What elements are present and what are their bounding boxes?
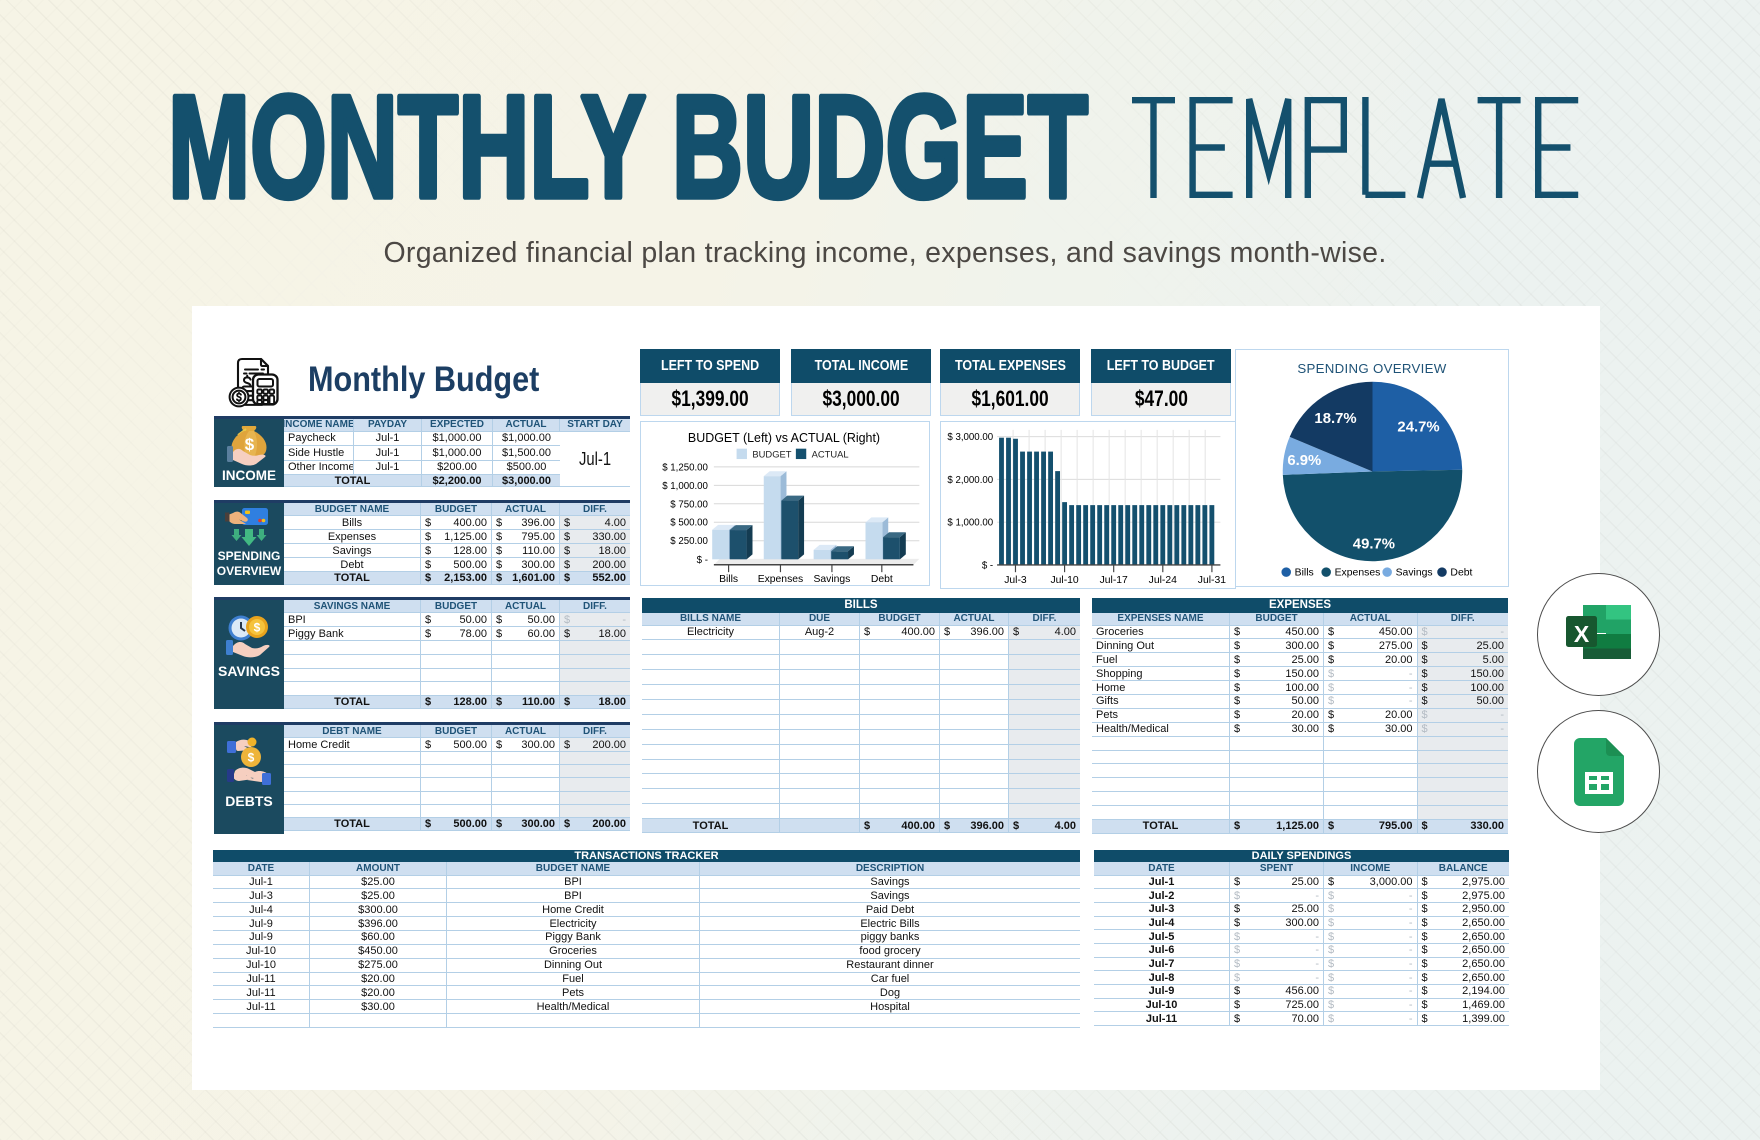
svg-text:Jul-24: Jul-24 (1149, 575, 1177, 586)
svg-text:Jul-10: Jul-10 (1050, 575, 1078, 586)
svg-text:$ 1,000.00: $ 1,000.00 (662, 481, 708, 492)
svg-text:6.9%: 6.9% (1287, 453, 1321, 469)
svg-text:Savings: Savings (813, 574, 850, 585)
svg-text:$: $ (248, 751, 255, 765)
svg-text:49.7%: 49.7% (1353, 536, 1395, 552)
svg-text:Savings: Savings (1396, 568, 1433, 579)
svg-text:BUDGET (Left) vs ACTUAL (Right: BUDGET (Left) vs ACTUAL (Right) (688, 431, 880, 445)
svg-text:Bills: Bills (1295, 568, 1314, 579)
svg-text:MONTHLY BUDGET: MONTHLY BUDGET (168, 65, 1088, 228)
svg-text:X: X (1573, 621, 1589, 647)
svg-text:ACTUAL: ACTUAL (812, 450, 849, 460)
svg-text:Expenses: Expenses (758, 574, 804, 585)
svg-text:Jul-3: Jul-3 (1004, 575, 1027, 586)
svg-text:24.7%: 24.7% (1397, 419, 1439, 435)
svg-text:18.7%: 18.7% (1314, 411, 1356, 427)
svg-text:$ 500.00: $ 500.00 (670, 518, 708, 529)
svg-text:$ 250.00: $ 250.00 (670, 536, 708, 547)
svg-text:$: $ (245, 435, 255, 454)
svg-text:Jul-17: Jul-17 (1100, 575, 1128, 586)
svg-text:$ 3,000.00: $ 3,000.00 (947, 432, 993, 443)
svg-text:Expenses: Expenses (1335, 568, 1381, 579)
svg-text:Bills: Bills (719, 574, 738, 585)
svg-text:$ -: $ - (982, 560, 993, 571)
svg-text:$: $ (254, 621, 261, 635)
svg-text:Debt: Debt (1450, 568, 1472, 579)
svg-text:$ 750.00: $ 750.00 (670, 499, 708, 510)
svg-text:$ 2,000.00: $ 2,000.00 (947, 475, 993, 486)
svg-text:$ 1,250.00: $ 1,250.00 (662, 462, 708, 473)
svg-text:Debt: Debt (871, 574, 893, 585)
svg-text:SPENDING OVERVIEW: SPENDING OVERVIEW (1297, 361, 1446, 376)
svg-text:$ -: $ - (697, 555, 708, 566)
svg-text:Jul-31: Jul-31 (1198, 575, 1226, 586)
svg-text:BUDGET: BUDGET (752, 450, 791, 460)
svg-text:$ 1,000.00: $ 1,000.00 (947, 518, 993, 529)
